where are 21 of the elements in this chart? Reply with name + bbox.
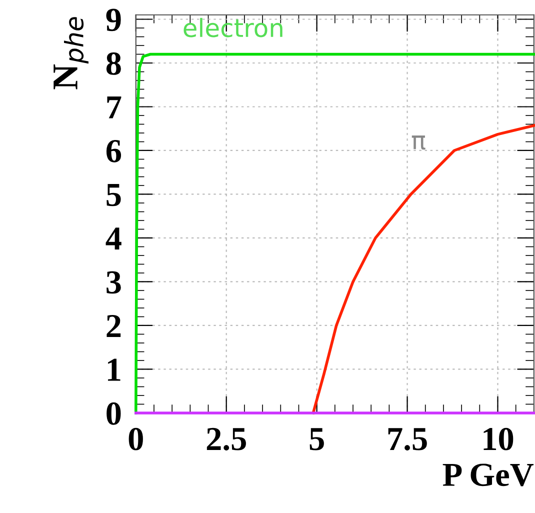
y-tick-label: 3 xyxy=(106,271,121,294)
x-tick-label: 5 xyxy=(310,428,324,450)
y-tick-label: 8 xyxy=(106,52,121,75)
line-series xyxy=(134,52,535,414)
y-tick-label: 1 xyxy=(108,358,120,381)
y-axis-title: N$_{phe}$ xyxy=(54,17,88,90)
y-tick-label: 5 xyxy=(106,184,121,206)
annotation: π xyxy=(412,135,426,150)
y-tick-label: 2 xyxy=(106,314,121,338)
x-tick-label: 10 xyxy=(484,428,514,450)
x-axis-title: P GeV xyxy=(442,464,534,486)
annotation: electron xyxy=(184,18,282,38)
line-series xyxy=(312,124,535,414)
y-tick-label: 6 xyxy=(106,140,122,162)
x-tick-label: 7.5 xyxy=(388,428,427,450)
y-tick-label: 7 xyxy=(107,96,122,118)
x-tick-label: 2.5 xyxy=(206,428,246,450)
y-tick-label: 9 xyxy=(106,8,121,32)
x-tick-label: 0 xyxy=(128,428,143,450)
y-tick-label: 0 xyxy=(106,402,121,425)
y-tick-label: 4 xyxy=(106,228,122,250)
